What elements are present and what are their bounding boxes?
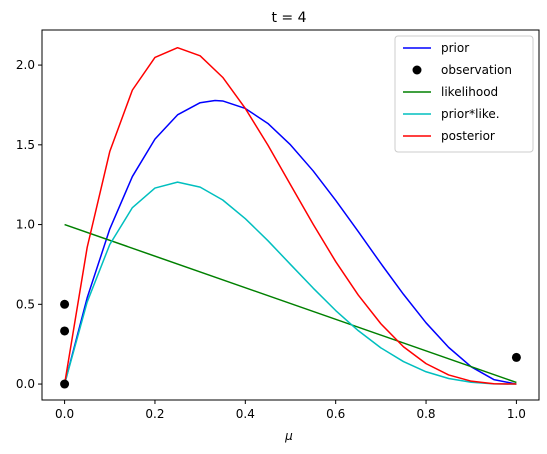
x-tick-label: 0.8 [416, 407, 435, 421]
x-tick-label: 0.4 [236, 407, 255, 421]
series-lines [63, 46, 517, 385]
legend-box [394, 35, 534, 153]
observation-point [60, 326, 70, 336]
chart-title: t = 4 [271, 10, 306, 26]
y-tick-label: 2.0 [16, 58, 35, 72]
legend-label: prior*like. [441, 107, 500, 121]
y-axis: 0.0 0.5 1.0 1.5 2.0 [16, 58, 42, 391]
x-axis: 0.0 0.2 0.4 0.6 0.8 1.0 [55, 400, 526, 421]
x-tick-label: 0.0 [55, 407, 74, 421]
likelihood-line [64, 223, 517, 384]
prior-like-line [63, 181, 517, 385]
legend-label: posterior [441, 129, 495, 143]
plot-area [41, 29, 540, 401]
observation-point [60, 299, 70, 309]
x-tick-label: 0.2 [145, 407, 164, 421]
posterior-line [63, 46, 517, 385]
legend-label: likelihood [441, 85, 498, 99]
legend-label: observation [441, 63, 512, 77]
legend: prior observation likelihood prior*like. pos… [394, 35, 534, 153]
observation-point [60, 379, 70, 389]
plot-frame [41, 29, 540, 401]
y-tick-label: 1.5 [16, 138, 35, 152]
legend-label: prior [441, 41, 469, 55]
y-tick-label: 0.5 [16, 297, 35, 311]
observation-point [511, 352, 521, 362]
legend-swatch [412, 65, 422, 75]
prior-line [63, 99, 517, 385]
observation-points [60, 299, 521, 389]
x-tick-label: 1.0 [507, 407, 526, 421]
x-axis-label: μ [284, 429, 293, 443]
y-tick-label: 1.0 [16, 218, 35, 232]
x-tick-label: 0.6 [326, 407, 345, 421]
y-tick-label: 0.0 [16, 377, 35, 391]
